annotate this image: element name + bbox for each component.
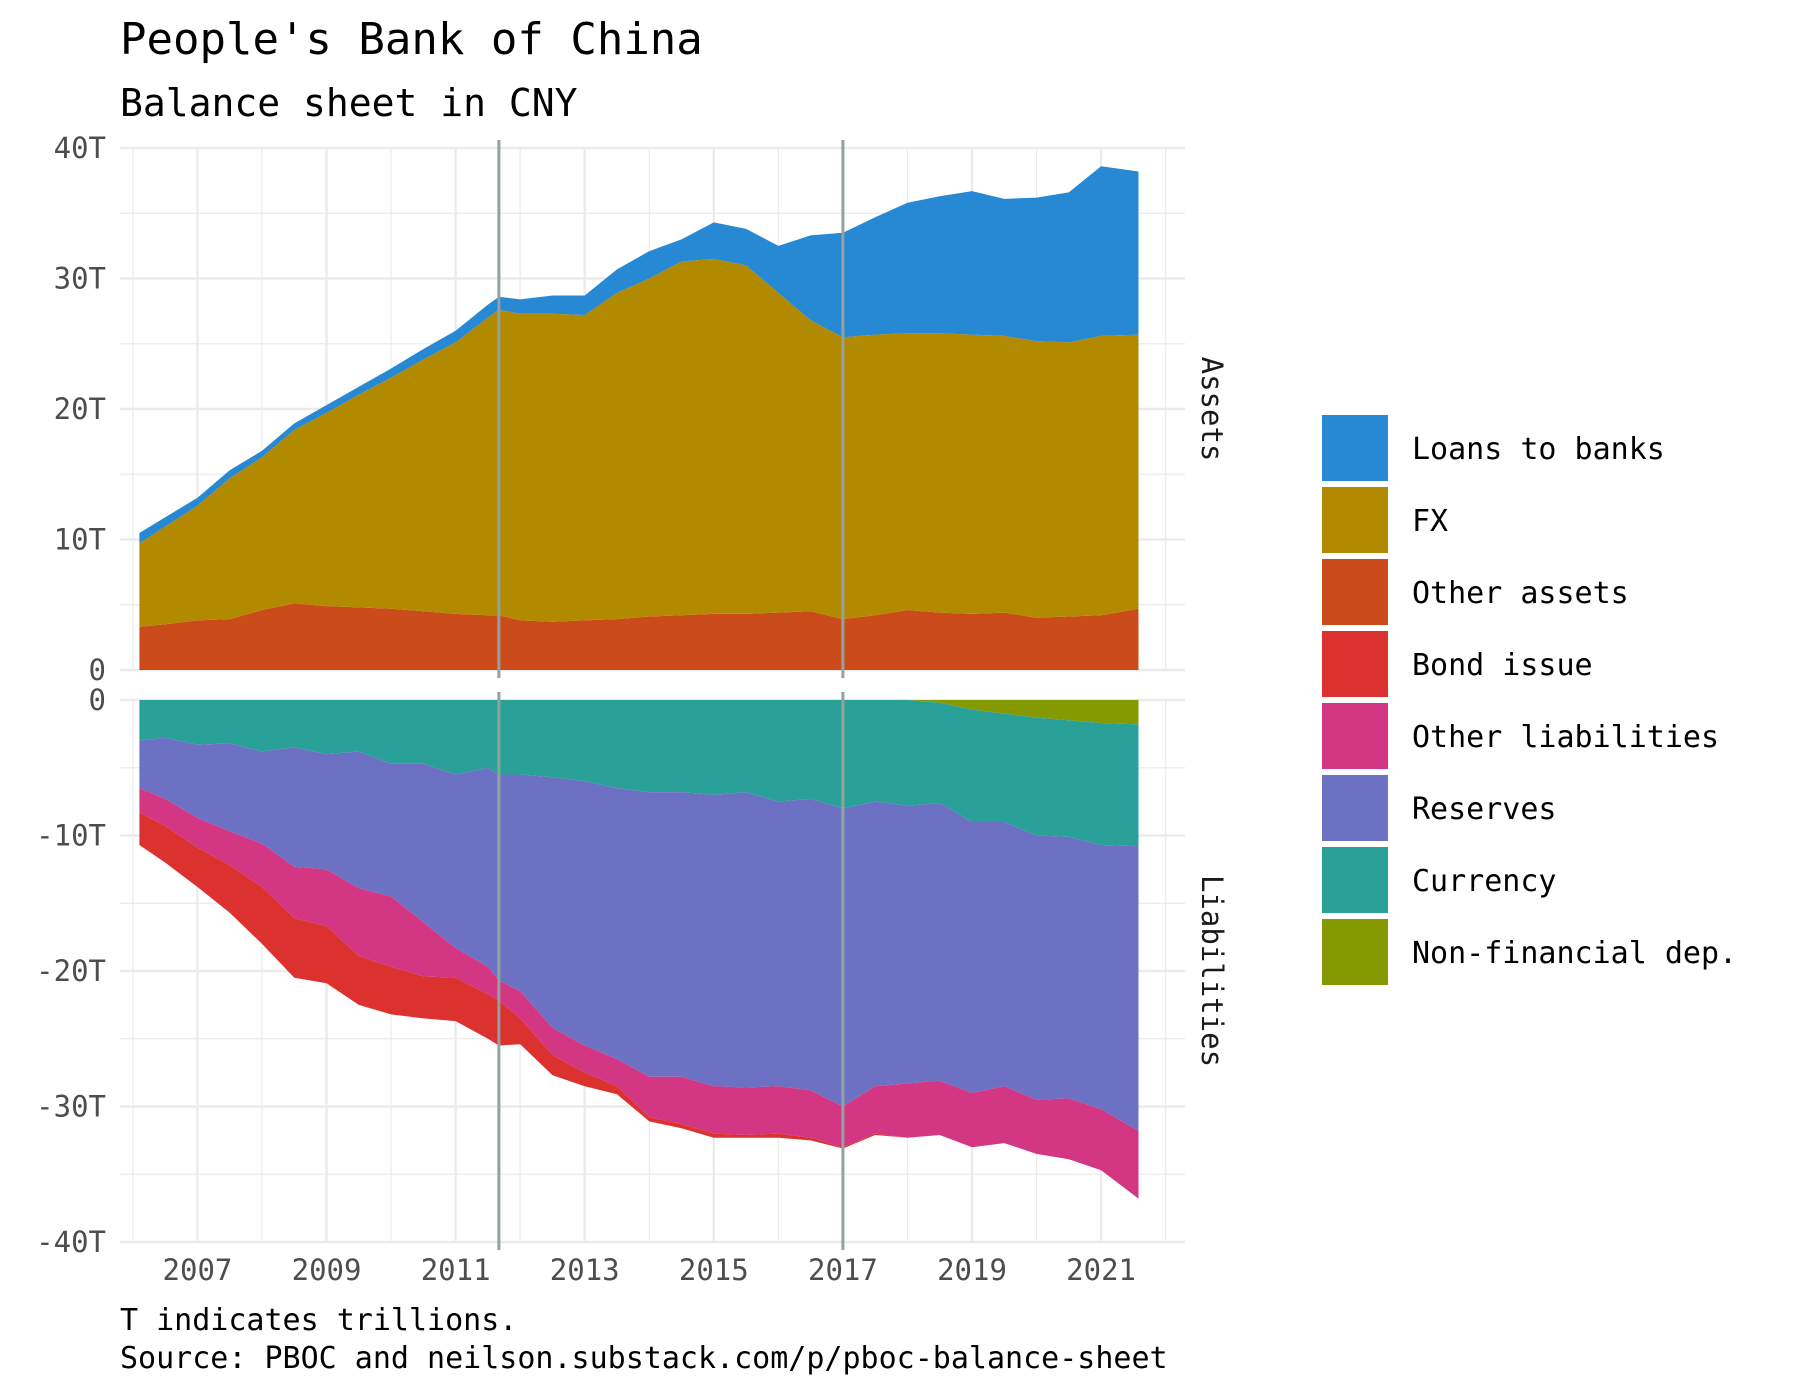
- x-tick-label-2013: 2013: [550, 1253, 620, 1287]
- liabilities-vlines: [497, 692, 845, 1250]
- liabilities-y-tick-label: -10T: [36, 819, 106, 853]
- legend-label-non-financial-dep: Non-financial dep.: [1412, 936, 1737, 971]
- assets-areas: [139, 166, 1139, 670]
- legend-swatch-other-assets: [1322, 559, 1388, 625]
- legend-swatch-bond-issue: [1322, 631, 1388, 697]
- legend-swatch-currency: [1322, 847, 1388, 913]
- legend-swatch-fx: [1322, 487, 1388, 553]
- x-tick-label-2007: 2007: [163, 1253, 233, 1287]
- liabilities-areas: [139, 700, 1139, 1199]
- legend-label-fx: FX: [1412, 504, 1448, 539]
- x-tick-label-2019: 2019: [937, 1253, 1007, 1287]
- legend-swatch-non-financial-dep: [1322, 919, 1388, 985]
- legend-swatch-loans-to-banks: [1322, 415, 1388, 481]
- chart-subtitle: Balance sheet in CNY: [120, 81, 578, 125]
- x-tick-label-2015: 2015: [679, 1253, 749, 1287]
- x-tick-label-2017: 2017: [808, 1253, 878, 1287]
- assets-strip-label: Assets: [1195, 357, 1229, 462]
- legend-label-currency: Currency: [1412, 864, 1557, 899]
- legend: Loans to banks FX Other assets Bond issue Ot…: [1322, 415, 1737, 985]
- liabilities-area-non-financial-dep: [139, 700, 1139, 725]
- liabilities-y-tick-label: 0: [89, 683, 106, 717]
- liabilities-strip-label: Liabilities: [1195, 875, 1229, 1067]
- assets-area-fx: [139, 258, 1139, 627]
- liabilities-y-ticks: -40T -30T -20T -10T 0: [36, 683, 106, 1259]
- legend-label-loans-to-banks: Loans to banks: [1412, 432, 1665, 467]
- legend-label-bond-issue: Bond issue: [1412, 648, 1593, 683]
- legend-label-other-liabilities: Other liabilities: [1412, 720, 1719, 755]
- caption-source: Source: PBOC and neilson.substack.com/p/…: [120, 1341, 1168, 1376]
- liabilities-panel: -40T -30T -20T -10T 0 Liabilities: [36, 683, 1229, 1259]
- assets-panel: 0 10T 20T 30T 40T Assets: [54, 131, 1229, 687]
- legend-swatch-reserves: [1322, 775, 1388, 841]
- assets-y-tick-label: 40T: [54, 131, 106, 165]
- assets-y-tick-label: 10T: [54, 523, 106, 557]
- legend-label-reserves: Reserves: [1412, 792, 1557, 827]
- x-tick-label-2011: 2011: [421, 1253, 491, 1287]
- assets-y-tick-label: 20T: [54, 392, 106, 426]
- liabilities-y-tick-label: -20T: [36, 954, 106, 988]
- x-axis-ticks: 2007 2009 2011 2013 2015 2017 2019 2021: [163, 1253, 1136, 1287]
- chart-title: People's Bank of China: [120, 14, 703, 65]
- assets-area-loans-to-banks: [139, 166, 1139, 544]
- liabilities-area-other-liabilities: [139, 788, 1139, 1199]
- liabilities-area-reserves: [139, 737, 1139, 1131]
- assets-area-other-assets: [139, 603, 1139, 670]
- liabilities-area-currency: [139, 700, 1139, 847]
- x-tick-label-2021: 2021: [1066, 1253, 1136, 1287]
- legend-swatch-other-liabilities: [1322, 703, 1388, 769]
- x-tick-label-2009: 2009: [292, 1253, 362, 1287]
- assets-vlines: [497, 140, 845, 678]
- assets-y-tick-label: 0: [89, 653, 106, 687]
- caption-note: T indicates trillions.: [120, 1303, 517, 1338]
- liabilities-y-tick-label: -40T: [36, 1225, 106, 1259]
- legend-label-other-assets: Other assets: [1412, 576, 1629, 611]
- assets-y-tick-label: 30T: [54, 262, 106, 296]
- liabilities-y-tick-label: -30T: [36, 1090, 106, 1124]
- assets-y-ticks: 0 10T 20T 30T 40T: [54, 131, 106, 687]
